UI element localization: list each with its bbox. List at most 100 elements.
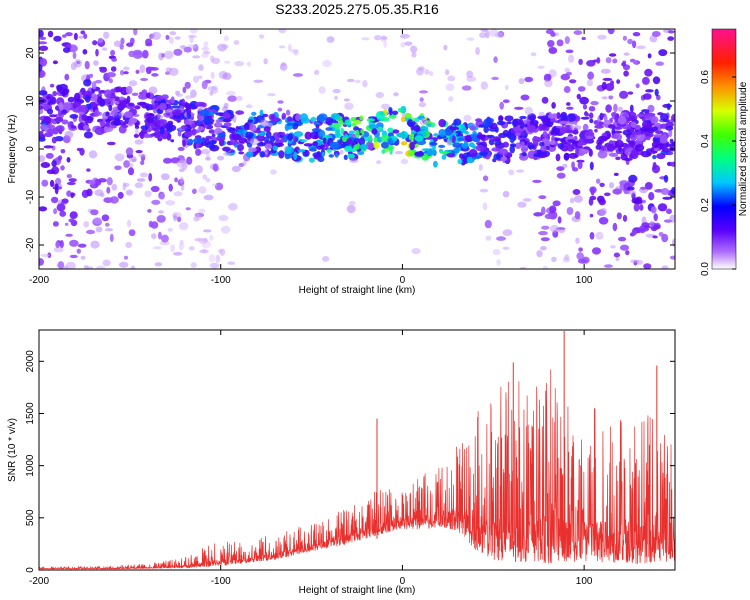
- spectrogram-blob: [485, 29, 490, 39]
- spectrogram-blob: [119, 69, 125, 76]
- spectrogram-blob: [502, 190, 510, 198]
- spectrogram-blob: [55, 125, 65, 133]
- spectrogram-blob: [41, 179, 49, 187]
- spectrogram-blob: [631, 197, 641, 204]
- spectrogram-blob: [39, 206, 48, 212]
- spectrogram-blob: [529, 119, 539, 126]
- spectrogram-blob: [49, 179, 55, 188]
- spectrogram-blob: [500, 156, 508, 162]
- spectrogram-blob: [135, 128, 139, 135]
- spectrogram-blob: [350, 116, 357, 122]
- spectrogram-blob: [647, 53, 652, 59]
- spectrogram-blob: [95, 226, 103, 233]
- spectrogram-blob: [167, 228, 173, 232]
- spectrogram-blob: [284, 123, 290, 131]
- spectrogram-blob: [524, 106, 533, 116]
- spectrogram-blob: [143, 133, 151, 139]
- spectrogram-blob: [577, 258, 588, 264]
- spectrogram-blob: [201, 148, 211, 155]
- spectrogram-blob: [325, 127, 333, 131]
- spectrogram-blob: [247, 119, 254, 123]
- spectrogram-blob: [180, 45, 187, 50]
- spectrogram-blob: [127, 167, 135, 176]
- spectrogram-blob: [606, 143, 616, 152]
- spectrogram-blob: [70, 192, 74, 199]
- spectrogram-blob: [644, 182, 653, 190]
- spectrogram-blob: [173, 191, 183, 197]
- spectrogram-blob: [173, 215, 178, 222]
- spectrogram-blob: [233, 40, 240, 45]
- spectrogram-blob: [419, 90, 428, 94]
- spectrogram-blob: [399, 33, 410, 39]
- spectrogram-blob: [46, 124, 56, 129]
- spectrogram-blob: [389, 146, 393, 155]
- spectrogram-blob: [270, 169, 277, 175]
- spectrogram-blob: [108, 78, 113, 84]
- spectrogram-blob: [225, 91, 236, 96]
- spectrogram-blob: [53, 35, 62, 42]
- spectrogram-blob: [568, 152, 578, 159]
- spectrogram-blob: [665, 122, 674, 128]
- spectrogram-blob: [198, 64, 204, 71]
- spectrogram-blob: [151, 199, 161, 205]
- spectrogram-blob: [70, 125, 77, 129]
- spectrogram-blob: [86, 229, 96, 235]
- spectrogram-blob: [375, 111, 386, 120]
- spectrogram-blob: [270, 114, 275, 120]
- spectrogram-blob: [329, 141, 340, 149]
- spectrogram-blob: [159, 193, 166, 200]
- spectrogram-blob: [145, 38, 153, 46]
- spectrogram-blob: [299, 139, 307, 143]
- spectrogram-blob: [65, 32, 73, 37]
- spectrogram-blob: [103, 31, 110, 39]
- spectrogram-blob: [577, 160, 583, 170]
- spectrogram-blob: [190, 29, 198, 34]
- spectrogram-blob: [670, 161, 675, 167]
- spectrogram-blob: [656, 153, 666, 160]
- spectrogram-blob: [586, 135, 594, 139]
- spectrogram-blob: [419, 118, 428, 126]
- spectrogram-y-tick-label: 20: [25, 47, 36, 59]
- spectrogram-blob: [293, 131, 304, 138]
- spectrogram-blob: [487, 134, 495, 139]
- spectrogram-blob: [381, 149, 386, 155]
- spectrogram-blob: [125, 241, 133, 248]
- spectrogram-blob: [556, 166, 565, 172]
- spectrogram-blob: [657, 203, 668, 212]
- spectrogram-blob: [244, 122, 249, 128]
- spectrogram-blob: [158, 210, 164, 214]
- spectrogram-blob: [83, 131, 93, 139]
- spectrogram-blob: [104, 89, 112, 98]
- spectrogram-blob: [502, 229, 513, 237]
- spectrogram-blob: [632, 32, 641, 37]
- spectrogram-blob: [198, 75, 203, 80]
- spectrogram-blob: [131, 156, 137, 163]
- spectrogram-blob: [191, 128, 197, 136]
- spectrogram-blob: [102, 259, 111, 267]
- snr-x-tick-label: 0: [400, 576, 406, 587]
- spectrogram-blob: [551, 256, 557, 262]
- spectrogram-blob: [353, 144, 360, 150]
- spectrogram-blob: [223, 152, 232, 156]
- spectrogram-blob: [394, 151, 404, 155]
- spectrogram-blob: [448, 96, 454, 102]
- spectrogram-blob: [39, 64, 43, 72]
- spectrogram-blob: [46, 169, 56, 175]
- spectrogram-blob: [660, 188, 670, 195]
- snr-x-ticks: -200 -100 0 100: [29, 330, 593, 587]
- spectrogram-blob: [572, 167, 579, 172]
- spectrogram-blob: [653, 138, 659, 143]
- spectrogram-blob: [105, 122, 111, 128]
- spectrogram-blob: [668, 129, 673, 138]
- spectrogram-blob: [599, 208, 608, 215]
- spectrogram-blob: [304, 131, 312, 140]
- spectrogram-blob: [235, 110, 245, 115]
- spectrogram-blob: [631, 149, 637, 157]
- spectrogram-blob: [288, 43, 292, 52]
- spectrogram-blob: [566, 207, 574, 215]
- spectrogram-blob: [272, 145, 278, 151]
- spectrogram-blob: [446, 152, 456, 158]
- spectrogram-blob: [120, 100, 126, 109]
- spectrogram-blob: [321, 152, 326, 157]
- spectrogram-blob: [52, 60, 59, 65]
